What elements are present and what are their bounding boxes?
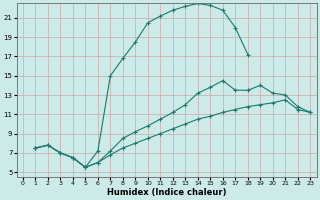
X-axis label: Humidex (Indice chaleur): Humidex (Indice chaleur) bbox=[107, 188, 226, 197]
